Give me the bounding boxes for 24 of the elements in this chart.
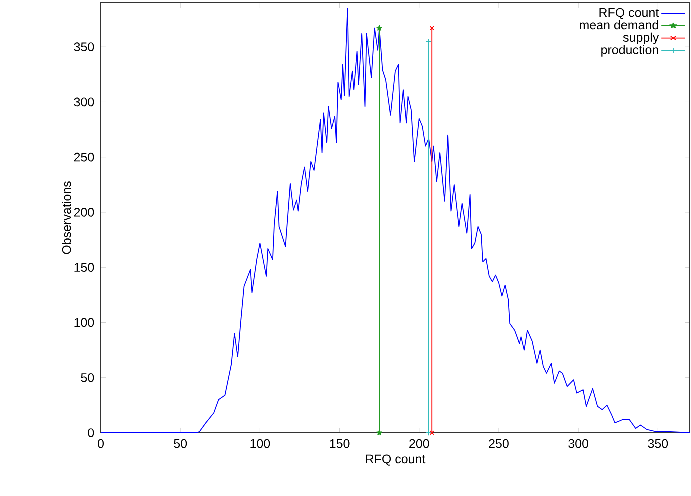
y-tick-label: 200 xyxy=(74,208,94,217)
x-tick-label: 350 xyxy=(648,439,668,448)
y-tick-label: 150 xyxy=(74,263,94,272)
y-tick-label: 250 xyxy=(74,152,94,162)
y-tick-label: 100 xyxy=(74,318,94,328)
y-tick-label: 350 xyxy=(74,42,94,52)
x-tick-label: 300 xyxy=(568,439,589,448)
y-tick-label: 50 xyxy=(81,373,94,382)
legend-label: mean demand xyxy=(580,20,658,30)
x-axis-title: RFQ count xyxy=(366,454,426,466)
x-tick-label: 200 xyxy=(410,439,430,448)
y-tick-label: 300 xyxy=(74,98,94,107)
x-tick-label: 100 xyxy=(250,439,270,448)
legend-label: production xyxy=(602,45,658,57)
text: RFQ count xyxy=(600,8,660,20)
x-tick-label: 250 xyxy=(489,439,509,448)
point xyxy=(376,25,382,31)
point xyxy=(376,430,382,436)
y-tick-label: 0 xyxy=(88,428,94,438)
x-tick-label: 150 xyxy=(330,439,350,448)
x-tick-label: 50 xyxy=(174,439,188,448)
y-axis-title: Observations xyxy=(62,182,72,254)
x-tick-label: 0 xyxy=(98,439,104,448)
legend-label: supply xyxy=(623,32,660,44)
